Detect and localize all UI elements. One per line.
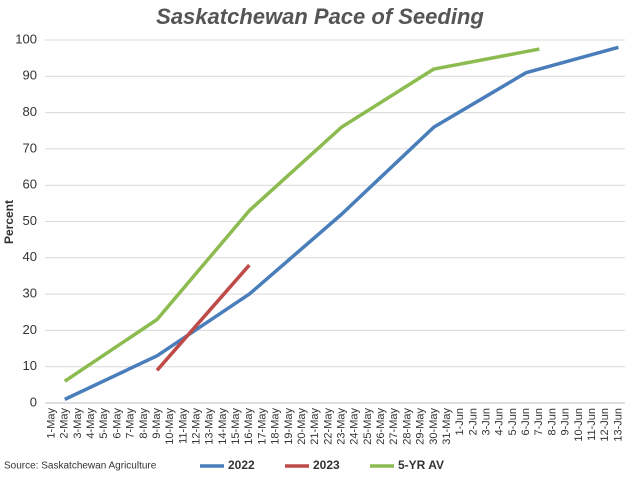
x-tick-label: 11-May [177, 408, 189, 444]
y-tick-label: 30 [23, 286, 37, 301]
x-tick-label: 9-Jun [560, 408, 572, 436]
y-tick-label: 50 [23, 213, 37, 228]
x-tick-label: 30-May [428, 408, 440, 445]
x-tick-label: 24-May [349, 408, 361, 445]
series-line [64, 45, 619, 401]
x-tick-label: 14-May [217, 408, 229, 445]
x-tick-label: 15-May [230, 408, 242, 445]
x-tick-label: 2-Jun [467, 408, 479, 436]
x-tick-label: 27-May [388, 408, 400, 445]
x-tick-label: 1-May [45, 408, 57, 439]
x-tick-label: 20-May [296, 408, 308, 445]
x-tick-label: 9-May [151, 408, 163, 439]
x-tick-label: 5-May [98, 408, 110, 439]
y-tick-label: 90 [23, 68, 37, 83]
series-line [155, 263, 251, 372]
x-tick-label: 10-May [164, 408, 176, 445]
x-tick-label: 7-Jun [533, 408, 545, 436]
x-tick-label: 12-Jun [599, 408, 611, 442]
x-tick-label: 16-May [243, 408, 255, 445]
x-tick-label: 3-Jun [480, 408, 492, 436]
x-tick-label: 18-May [270, 408, 282, 445]
x-tick-label: 13-Jun [612, 408, 624, 442]
y-tick-label: 40 [23, 249, 37, 264]
x-tick-label: 28-May [401, 408, 413, 445]
x-tick-label: 8-Jun [546, 408, 558, 436]
x-tick-label: 29-May [415, 408, 427, 445]
x-tick-label: 26-May [375, 408, 387, 445]
x-tick-label: 7-May [125, 408, 137, 439]
x-tick-label: 11-Jun [586, 408, 598, 441]
x-tick-label: 10-Jun [573, 408, 585, 442]
source: Source: Saskatchewan Agriculture [4, 461, 157, 472]
x-tick-label: 31-May [441, 408, 453, 445]
x-tick-label: 2-May [59, 408, 71, 439]
x-tick-label: 13-May [204, 408, 216, 445]
x-tick-label: 8-May [138, 408, 150, 439]
legend-label: 2023 [313, 458, 340, 472]
y-tick-label: 60 [23, 177, 37, 192]
y-axis-label: Percent [2, 200, 16, 244]
x-tick-label: 19-May [283, 408, 295, 445]
x-tick-label: 1-Jun [454, 408, 466, 436]
y-tick-label: 70 [23, 140, 37, 155]
x-tick-label: 23-May [335, 408, 347, 445]
x-tick-label: 5-Jun [507, 408, 519, 436]
x-tick-label: 6-Jun [520, 408, 532, 436]
y-tick-label: 0 [30, 394, 37, 409]
y-tick-label: 80 [23, 104, 37, 119]
x-tick-label: 6-May [111, 408, 123, 439]
x-tick-label: 17-May [256, 408, 268, 445]
y-tick-label: 10 [23, 358, 37, 373]
series-line [63, 47, 540, 383]
legend-label: 5-YR AV [398, 458, 444, 472]
x-tick-label: 21-May [309, 408, 321, 445]
y-tick-label: 20 [23, 322, 37, 337]
chart-title: Saskatchewan Pace of Seeding [156, 4, 484, 29]
x-tick-label: 4-May [85, 408, 97, 439]
y-tick-label: 100 [15, 31, 37, 46]
x-tick-label: 25-May [362, 408, 374, 445]
legend-label: 2022 [228, 458, 255, 472]
x-tick-label: 3-May [72, 408, 84, 439]
x-tick-label: 4-Jun [494, 408, 506, 436]
x-tick-label: 12-May [190, 408, 202, 445]
x-tick-label: 22-May [322, 408, 334, 445]
